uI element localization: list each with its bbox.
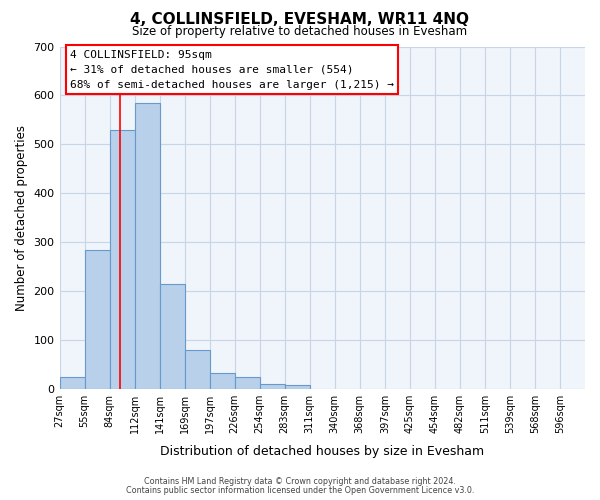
Bar bbox=[260, 384, 285, 389]
Bar bbox=[110, 130, 134, 389]
Text: Size of property relative to detached houses in Evesham: Size of property relative to detached ho… bbox=[133, 25, 467, 38]
Bar bbox=[209, 373, 235, 389]
Text: Contains HM Land Registry data © Crown copyright and database right 2024.: Contains HM Land Registry data © Crown c… bbox=[144, 477, 456, 486]
Text: Contains public sector information licensed under the Open Government Licence v3: Contains public sector information licen… bbox=[126, 486, 474, 495]
Bar bbox=[285, 385, 310, 389]
Text: 4, COLLINSFIELD, EVESHAM, WR11 4NQ: 4, COLLINSFIELD, EVESHAM, WR11 4NQ bbox=[131, 12, 470, 28]
X-axis label: Distribution of detached houses by size in Evesham: Distribution of detached houses by size … bbox=[160, 444, 484, 458]
Bar bbox=[134, 103, 160, 389]
Bar bbox=[235, 377, 260, 389]
Bar bbox=[160, 284, 185, 389]
Y-axis label: Number of detached properties: Number of detached properties bbox=[15, 125, 28, 311]
Bar bbox=[185, 350, 209, 389]
Bar bbox=[59, 377, 85, 389]
Bar bbox=[85, 250, 110, 389]
Text: 4 COLLINSFIELD: 95sqm
← 31% of detached houses are smaller (554)
68% of semi-det: 4 COLLINSFIELD: 95sqm ← 31% of detached … bbox=[70, 50, 394, 90]
